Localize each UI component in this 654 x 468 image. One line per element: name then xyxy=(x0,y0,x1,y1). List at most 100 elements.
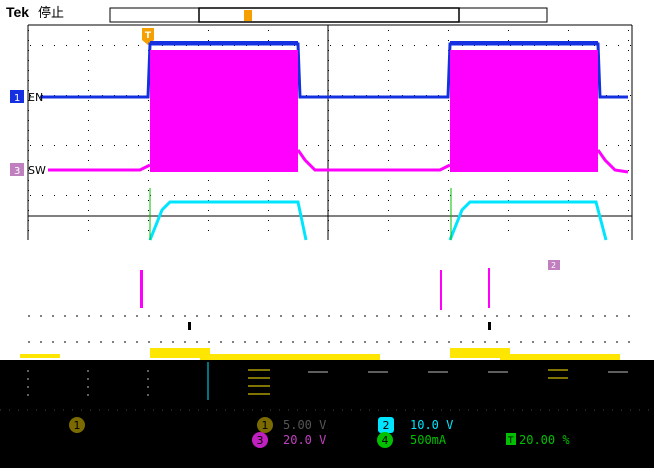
grid-dot xyxy=(628,230,629,231)
grid-dot xyxy=(328,220,329,221)
grid-dot xyxy=(88,40,89,41)
grid-dot xyxy=(318,45,319,46)
grid-dot xyxy=(148,180,149,181)
grid-dot xyxy=(448,130,449,131)
ch4-readout[interactable]: 4 500mA xyxy=(377,432,447,448)
grid-dot xyxy=(162,195,163,196)
grid-dot xyxy=(268,230,269,231)
grid-dot xyxy=(606,45,607,46)
grid-dot xyxy=(90,195,91,196)
svg-text:2: 2 xyxy=(383,419,390,432)
grid-dot xyxy=(448,180,449,181)
grid-dot xyxy=(522,195,523,196)
grid-dot xyxy=(328,50,329,51)
trigger-level-readout[interactable]: T 20.00 % xyxy=(506,433,570,447)
ch1-readout[interactable]: 1 5.00 V xyxy=(257,417,326,433)
grid-dot xyxy=(88,70,89,71)
grid-dot xyxy=(448,150,449,151)
grid-dot xyxy=(328,150,329,151)
grid-dot xyxy=(328,100,329,101)
grid-dot xyxy=(328,60,329,61)
grid-dot xyxy=(628,210,629,211)
ch3-marker[interactable]: 3 xyxy=(10,163,24,177)
grid-dot xyxy=(198,195,199,196)
grid-dot xyxy=(28,40,29,41)
grid-dot xyxy=(88,30,89,31)
grid-dot xyxy=(388,70,389,71)
grid-dot xyxy=(54,145,55,146)
grid-dot xyxy=(138,195,139,196)
brand-logo: Tek xyxy=(6,4,29,20)
grid-dot xyxy=(630,45,631,46)
grid-dot xyxy=(88,130,89,131)
grid-dot xyxy=(378,145,379,146)
grid-dot xyxy=(568,30,569,31)
grid-dot xyxy=(328,120,329,121)
screen-artifact-band: 2 xyxy=(28,260,632,343)
grid-dot xyxy=(388,120,389,121)
grid-dot xyxy=(546,195,547,196)
grid-dot xyxy=(328,140,329,141)
ch3-readout[interactable]: 3 20.0 V xyxy=(252,432,326,448)
grid-dot xyxy=(378,45,379,46)
grid-dot xyxy=(330,195,331,196)
grid-dot xyxy=(448,200,449,201)
grid-dot xyxy=(448,220,449,221)
grid-dot xyxy=(568,220,569,221)
grid-dot xyxy=(628,180,629,181)
grid-dot xyxy=(366,145,367,146)
grid-dot xyxy=(28,110,29,111)
grid-dot xyxy=(148,190,149,191)
grid-dot xyxy=(88,180,89,181)
grid-dot xyxy=(328,200,329,201)
grid-dot xyxy=(28,80,29,81)
grid-dot xyxy=(618,195,619,196)
grid-dot xyxy=(30,95,31,96)
grid-dot xyxy=(328,70,329,71)
grid-dot xyxy=(28,230,29,231)
ch3-volts-div: 20.0 V xyxy=(283,433,326,447)
trigger-t-marker[interactable]: T xyxy=(142,28,154,45)
grid-dot xyxy=(438,195,439,196)
grid-dot xyxy=(390,195,391,196)
grid-dot xyxy=(568,230,569,231)
grid-dot xyxy=(148,220,149,221)
grid-dot xyxy=(270,195,271,196)
grid-dot xyxy=(414,145,415,146)
grid-dot xyxy=(148,200,149,201)
grid-dot xyxy=(438,145,439,146)
grid-dot xyxy=(508,30,509,31)
grid-dot xyxy=(388,190,389,191)
ch4-waveform xyxy=(149,188,452,240)
grid-dot xyxy=(448,210,449,211)
grid-dot xyxy=(426,145,427,146)
grid-dot xyxy=(508,230,509,231)
svg-text:1: 1 xyxy=(262,419,269,432)
grid-dot xyxy=(534,195,535,196)
grid-dot xyxy=(148,230,149,231)
trigger-position-marker[interactable] xyxy=(244,10,252,21)
grid-dot xyxy=(366,45,367,46)
ch1-left-badge[interactable]: 1 xyxy=(69,417,85,433)
grid-dot xyxy=(268,220,269,221)
grid-dot xyxy=(510,195,511,196)
grid-dot xyxy=(282,195,283,196)
grid-dot xyxy=(388,200,389,201)
ch2-readout[interactable]: 2 10.0 V xyxy=(378,417,453,433)
grid-dot xyxy=(448,170,449,171)
grid-dot xyxy=(342,145,343,146)
grid-dot xyxy=(208,190,209,191)
grid-dot xyxy=(102,145,103,146)
grid-dot xyxy=(628,140,629,141)
grid-dot xyxy=(448,40,449,41)
ch1-marker[interactable]: 1 xyxy=(10,90,24,104)
grid-dot xyxy=(402,195,403,196)
ch4-amps-div: 500mA xyxy=(410,433,447,447)
grid-dot xyxy=(318,195,319,196)
bottom-artifact-ticks xyxy=(0,362,654,411)
grid-dot xyxy=(354,145,355,146)
grid-dot xyxy=(328,110,329,111)
ch3-sw-waveform xyxy=(48,50,629,174)
acquisition-state: 停止 xyxy=(38,5,64,21)
grid-dot xyxy=(88,200,89,201)
